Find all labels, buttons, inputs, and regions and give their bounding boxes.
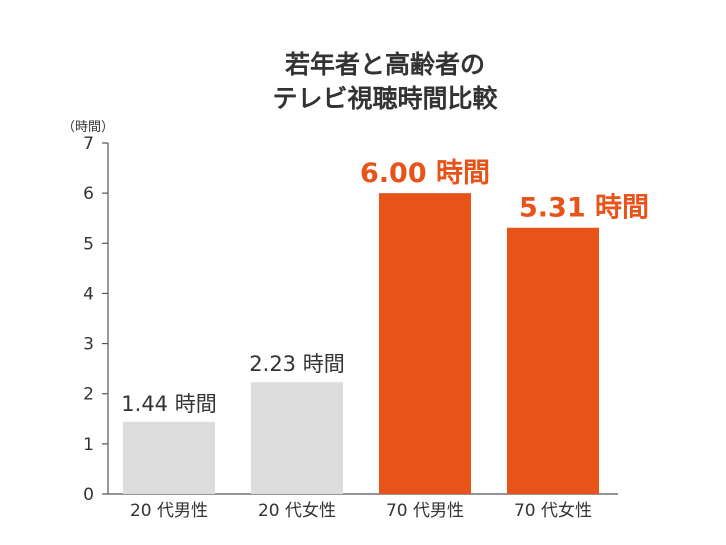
value-label-1: 1.44 時間 [121,392,216,416]
chart-title-line-2: テレビ視聴時間比較 [272,84,498,113]
value-label-2: 2.23 時間 [249,352,344,376]
bar-4 [507,227,599,494]
y-axis-unit-label: （時間） [62,120,114,135]
y-tick-label: 7 [83,134,94,154]
bar-2 [251,382,343,494]
bar-3 [379,193,471,494]
value-label-3: 6.00 時間 [360,158,490,189]
y-tick-label: 3 [83,335,94,355]
chart-title-line-1: 若年者と高齢者の [284,50,485,79]
category-labels: 20 代男性 20 代女性 70 代男性 70 代女性 [130,501,592,521]
y-tick-label: 2 [83,385,94,405]
y-tick-label: 6 [83,184,94,204]
category-label-2: 20 代女性 [258,501,336,521]
y-tick-label: 5 [83,234,94,254]
category-label-1: 20 代男性 [130,501,208,521]
bar-1 [123,421,215,494]
y-tick-label: 1 [83,435,94,455]
category-label-4: 70 代女性 [514,501,592,521]
value-label-4: 5.31 時間 [519,193,649,224]
bars [123,193,599,494]
category-label-3: 70 代男性 [386,501,464,521]
y-axis-ticks: 0 1 2 3 4 5 6 7 [83,134,108,505]
value-labels: 1.44 時間 2.23 時間 6.00 時間 5.31 時間 [121,158,649,416]
y-tick-label: 4 [83,284,94,304]
y-tick-label: 0 [83,485,94,505]
